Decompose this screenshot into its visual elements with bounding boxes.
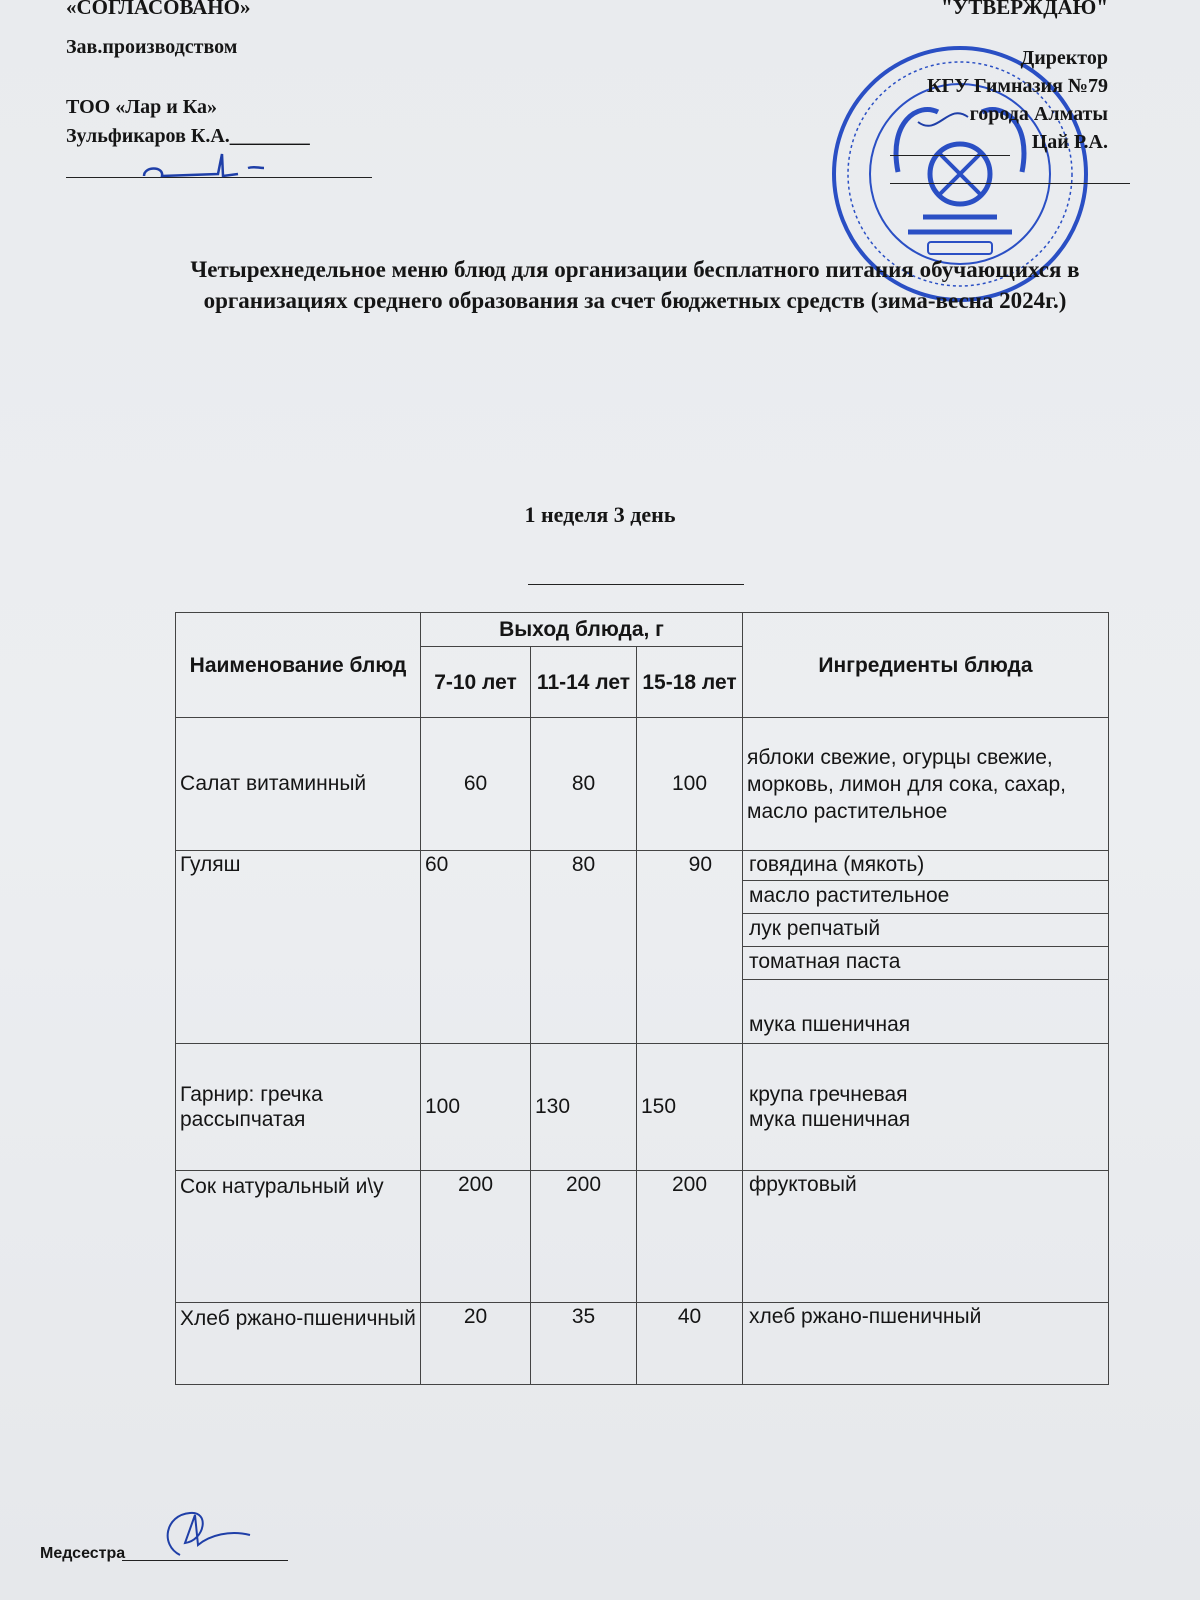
- output-11-14: 80: [530, 717, 637, 851]
- nurse-signature: [166, 1511, 251, 1556]
- ingredients: говядина (мякоть) масло растительное лук…: [742, 850, 1109, 1044]
- dish-name: Салат витаминный: [175, 717, 421, 851]
- ingredients: яблоки свежие, огурцы свежие, морковь, л…: [742, 717, 1109, 851]
- ingredient: крупа гречневая: [749, 1083, 908, 1106]
- ingredient: мука пшеничная: [749, 1108, 911, 1131]
- output-15-18: 200: [636, 1170, 743, 1303]
- table-row: Сок натуральный и\у 200 200 200 фруктовы…: [175, 1170, 1109, 1303]
- approved-label: "УТВЕРЖДАЮ": [941, 0, 1108, 19]
- output-15-18: 150: [636, 1043, 743, 1171]
- table-row: Гуляш 60 80 90 говядина (мякоть) масло р…: [175, 850, 1109, 1044]
- ingredients: крупа гречневая мука пшеничная: [742, 1043, 1109, 1171]
- ingredient: говядина (мякоть): [743, 851, 1108, 881]
- ingredients: фруктовый: [742, 1170, 1109, 1303]
- output-7-10: 200: [420, 1170, 531, 1303]
- ingredients: хлеб ржано-пшеничный: [742, 1302, 1109, 1385]
- output-11-14: 35: [530, 1302, 637, 1385]
- official-stamp: [832, 46, 1088, 302]
- output-15-18: 40: [636, 1302, 743, 1385]
- dish-name: Гарнир: гречка рассыпчатая: [175, 1043, 421, 1171]
- output-7-10: 100: [420, 1043, 531, 1171]
- director-label: Директор: [1020, 47, 1109, 69]
- ingredient: мука пшеничная: [749, 1013, 911, 1036]
- dish-name: Гуляш: [175, 850, 421, 1044]
- menu-table: Наименование блюд Выход блюда, г Ингреди…: [175, 612, 1109, 1385]
- header-age-11-14: 11-14 лет: [530, 646, 637, 718]
- dish-name: Сок натуральный и\у: [175, 1170, 421, 1303]
- table-row: Салат витаминный 60 80 100 яблоки свежие…: [175, 717, 1109, 851]
- day-label: 1 неделя 3 день: [524, 502, 676, 527]
- table-row: Гарнир: гречка рассыпчатая 100 130 150 к…: [175, 1043, 1109, 1171]
- signer-name: Зульфикаров К.А.________: [66, 125, 310, 147]
- city-label: города Алматы: [969, 103, 1108, 125]
- header-age-15-18: 15-18 лет: [636, 646, 743, 718]
- output-7-10: 60: [420, 717, 531, 851]
- output-7-10: 20: [420, 1302, 531, 1385]
- output-7-10: 60: [420, 850, 531, 1044]
- ingredient: томатная паста: [743, 947, 1108, 980]
- dish-name: Хлеб ржано-пшеничный: [175, 1302, 421, 1385]
- header-age-7-10: 7-10 лет: [420, 646, 531, 718]
- header-dish-name: Наименование блюд: [175, 612, 421, 718]
- position-label: Зав.производством: [66, 36, 238, 58]
- header-ingredients: Ингредиенты блюда: [742, 612, 1109, 718]
- document-title: Четырехнедельное меню блюд для организац…: [190, 257, 1080, 313]
- company-label: ТОО «Лар и Ка»: [66, 96, 217, 118]
- signature-left: [142, 153, 265, 178]
- output-15-18: 100: [636, 717, 743, 851]
- ingredient: лук репчатый: [743, 914, 1108, 947]
- ingredient: масло растительное: [743, 881, 1108, 914]
- nurse-label: Медсестра: [40, 1545, 126, 1562]
- org-label: КГУ Гимназия №79: [926, 75, 1108, 97]
- output-11-14: 130: [530, 1043, 637, 1171]
- director-name: Цай Р.А.: [1031, 131, 1108, 153]
- table-row: Хлеб ржано-пшеничный 20 35 40 хлеб ржано…: [175, 1302, 1109, 1385]
- agreed-label: «СОГЛАСОВАНО»: [66, 0, 251, 19]
- output-11-14: 80: [530, 850, 637, 1044]
- output-15-18: 90: [636, 850, 743, 1044]
- output-11-14: 200: [530, 1170, 637, 1303]
- header-output: Выход блюда, г: [420, 612, 743, 647]
